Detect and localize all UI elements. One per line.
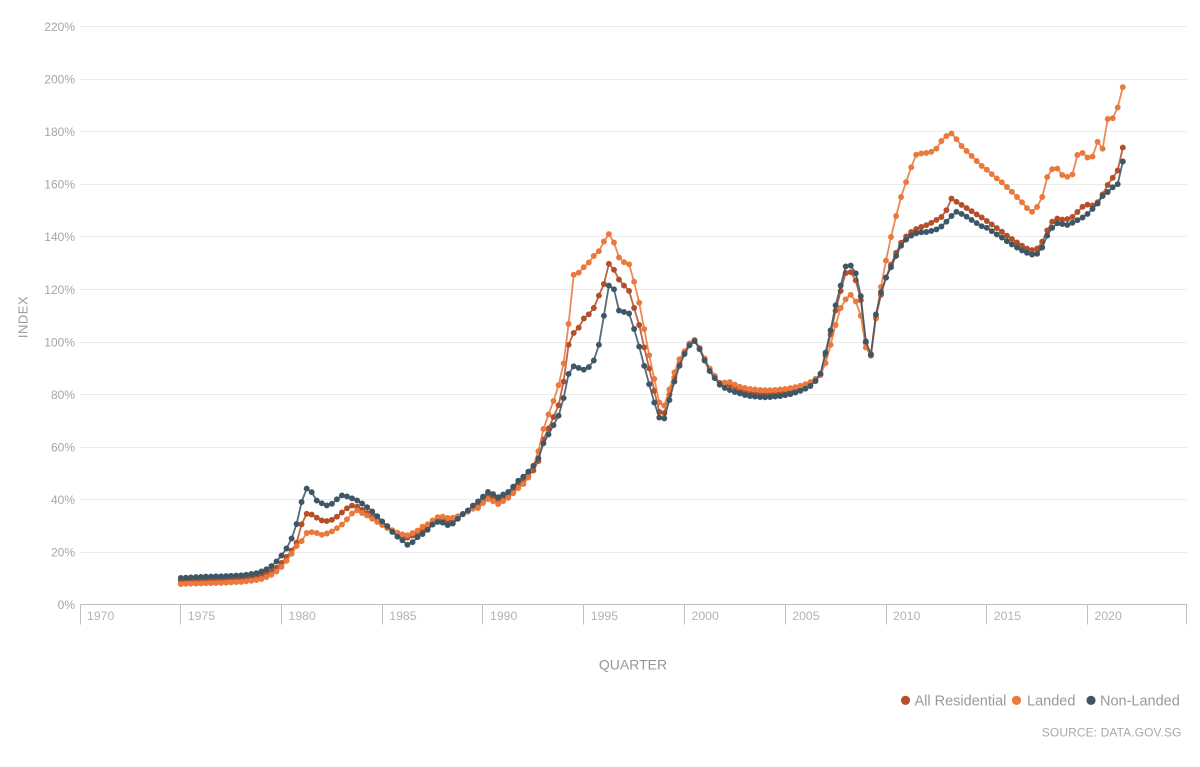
svg-text:1980: 1980 xyxy=(289,609,317,623)
svg-text:1990: 1990 xyxy=(490,609,518,623)
svg-text:1970: 1970 xyxy=(87,609,115,623)
svg-text:2005: 2005 xyxy=(792,609,820,623)
svg-text:140%: 140% xyxy=(44,230,75,244)
svg-text:2015: 2015 xyxy=(994,609,1022,623)
svg-text:1975: 1975 xyxy=(188,609,216,623)
svg-text:160%: 160% xyxy=(44,178,75,192)
svg-text:200%: 200% xyxy=(44,73,75,87)
svg-text:SOURCE: DATA.GOV.SG: SOURCE: DATA.GOV.SG xyxy=(1042,726,1182,740)
svg-text:180%: 180% xyxy=(44,125,75,139)
svg-text:2000: 2000 xyxy=(692,609,720,623)
svg-text:1995: 1995 xyxy=(591,609,619,623)
svg-text:Landed: Landed xyxy=(1027,694,1075,710)
svg-text:Non-Landed: Non-Landed xyxy=(1100,694,1180,710)
svg-text:All Residential: All Residential xyxy=(915,694,1007,710)
svg-text:QUARTER: QUARTER xyxy=(599,656,667,672)
svg-text:20%: 20% xyxy=(51,546,75,560)
svg-text:40%: 40% xyxy=(51,493,75,507)
svg-text:60%: 60% xyxy=(51,441,75,455)
svg-text:80%: 80% xyxy=(51,388,75,402)
svg-text:120%: 120% xyxy=(44,283,75,297)
svg-text:2020: 2020 xyxy=(1095,609,1123,623)
svg-text:100%: 100% xyxy=(44,335,75,349)
svg-text:2010: 2010 xyxy=(893,609,921,623)
svg-text:INDEX: INDEX xyxy=(16,296,31,338)
svg-text:220%: 220% xyxy=(44,20,75,34)
svg-text:1985: 1985 xyxy=(389,609,417,623)
svg-text:0%: 0% xyxy=(58,598,76,612)
